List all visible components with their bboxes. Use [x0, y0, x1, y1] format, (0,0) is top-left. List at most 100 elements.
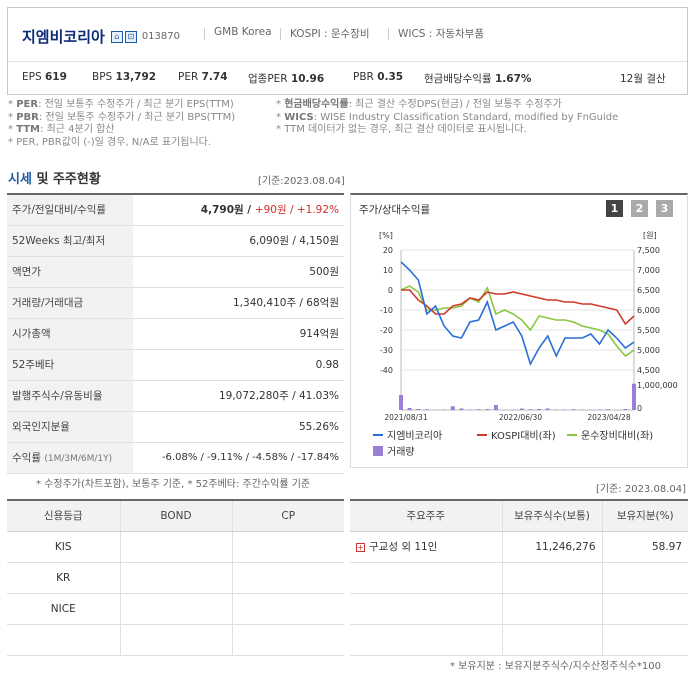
right-tick-label: 7,000 [637, 266, 660, 275]
chart-page-3-button[interactable]: 3 [656, 200, 673, 217]
divider [204, 28, 205, 40]
right-tick-label: 6,500 [637, 286, 660, 295]
volume-bar [476, 409, 481, 410]
volume-bar [459, 408, 464, 410]
metric-per: PER 7.74 [178, 71, 228, 83]
table-row [7, 624, 344, 656]
report-icon[interactable]: ⊡ [124, 30, 137, 43]
shareholders-table: 주요주주 보유주식수(보통) 보유지분(%) + 구교성 외 11인 11,246… [350, 499, 688, 656]
metric-industry-per: 업종PER 10.96 [248, 73, 325, 85]
left-tick-label: -20 [380, 326, 393, 335]
company-title-row: 지엠비코리아 ⌂ ⊡ 013870 [22, 26, 180, 47]
table-row: KIS [7, 531, 344, 563]
note-line: * PER: 전일 보통주 수정주가 / 최근 분기 EPS(TTM) [8, 99, 234, 110]
volume-tick-label: 0 [637, 404, 642, 413]
left-tick-label: 0 [388, 286, 393, 295]
metric-pbr: PBR 0.35 [353, 71, 404, 83]
volume-bar [562, 409, 567, 410]
table-row: 주가/전일대비/수익률 4,790원 / +90원 / +1.92% [7, 194, 344, 226]
x-tick-label: 2022/06/30 [499, 413, 542, 422]
table-row: 52Weeks 최고/최저 6,090원 / 4,150원 [7, 225, 344, 257]
volume-bar [399, 395, 403, 410]
legend-label: KOSPI대비(좌) [491, 430, 556, 442]
table-row [350, 593, 688, 625]
volume-bar [468, 409, 473, 410]
home-icon[interactable]: ⌂ [110, 30, 123, 43]
wics-sector: WICS : 자동차부품 [398, 28, 484, 40]
metric-dividend-yield: 현금배당수익률 1.67% [424, 73, 532, 85]
returns-value: -6.08% / -9.11% / -4.58% / -17.84% [133, 442, 344, 474]
table-row: 액면가 500원 [7, 256, 344, 288]
volume-bar [632, 383, 636, 410]
price-chart: [%] [원] 20 10 0 -10 -20 -30 -40 7,500 7,000 6,500 6,… [373, 231, 678, 458]
settlement-month: 12월 결산 [620, 73, 666, 85]
legend-label: 운수장비대비(좌) [581, 430, 653, 442]
left-tick-label: -30 [380, 346, 393, 355]
company-header: 지엠비코리아 ⌂ ⊡ 013870 GMB Korea KOSPI : 운수장비… [7, 7, 688, 95]
price-chart-panel: 주가/상대수익률 1 2 3 [%] [원] 20 10 0 -10 -20 -30 -40 7,… [350, 193, 688, 468]
left-tick-label: -10 [380, 306, 393, 315]
company-name: 지엠비코리아 [22, 28, 105, 46]
volume-bar [597, 409, 602, 410]
market-footnote: * 수정주가(차트포함), 보통주 기준, * 52주베타: 주간수익률 기준 [36, 479, 311, 490]
volume-bar [450, 406, 455, 410]
credit-base-date: [기준: 2023.08.04] [596, 484, 687, 495]
volume-bar [571, 409, 576, 410]
right-tick-label: 5,000 [637, 346, 660, 355]
legend-label: 거래량 [387, 446, 415, 458]
note-line: * TTM: 최근 4분기 합산 [8, 124, 115, 135]
holders-footnote: * 보유지분 : 보유지분주식수/지수산정주식수*100 [450, 661, 661, 672]
volume-bar [528, 409, 533, 410]
volume-bar [442, 409, 447, 410]
table-row: 발행주식수/유동비율 19,072,280주 / 41.03% [7, 380, 344, 412]
chart-title: 주가/상대수익률 [359, 204, 431, 216]
legend-label: 지엠비코리아 [387, 430, 442, 442]
volume-bar [407, 408, 412, 410]
left-tick-label: -40 [380, 366, 393, 375]
x-tick-label: 2023/04/28 [587, 413, 630, 422]
transport-relative-line [400, 285, 635, 358]
table-header: 신용등급 BOND CP [7, 500, 344, 532]
metric-bps: BPS 13,792 [92, 71, 157, 83]
divider [388, 28, 389, 40]
notes-right: * 현금배당수익률: 최근 결산 수정DPS(현금) / 전일 보통주 수정주가… [276, 99, 618, 137]
company-english-name: GMB Korea [214, 26, 272, 38]
table-header: 주요주주 보유주식수(보통) 보유지분(%) [350, 500, 688, 532]
table-row: 시가총액 914억원 [7, 318, 344, 350]
metric-eps: EPS 619 [22, 71, 67, 83]
volume-bar [537, 409, 542, 410]
volume-bar [554, 409, 559, 410]
volume-bar [424, 409, 429, 410]
volume-bar [580, 409, 585, 410]
left-tick-label: 20 [383, 246, 393, 255]
table-row [350, 624, 688, 656]
note-line: * PBR: 전일 보통주 수정주가 / 최근 분기 BPS(TTM) [8, 111, 236, 123]
price-value: 4,790원 / +90원 / +1.92% [133, 194, 344, 226]
volume-bar [606, 409, 611, 410]
volume-tick-label: 1,000,000 [637, 381, 678, 390]
x-tick-label: 2021/08/31 [384, 413, 427, 422]
expand-icon[interactable]: + [356, 542, 365, 552]
note-line: * 현금배당수익률: 최근 결산 수정DPS(현금) / 전일 보통주 수정주가 [276, 99, 562, 110]
stock-code: 013870 [141, 31, 180, 42]
volume-bar [493, 405, 498, 410]
volume-bar [545, 408, 550, 410]
note-line: * TTM 데이터가 없는 경우, 최근 결산 데이터로 표시됩니다. [276, 124, 527, 135]
chart-page-1-button[interactable]: 1 [606, 200, 623, 217]
credit-table: 신용등급 BOND CP KIS KR NICE [7, 499, 344, 656]
divider [280, 28, 281, 40]
volume-bar [519, 408, 524, 410]
row-label: 주가/전일대비/수익률 [7, 194, 133, 226]
table-row: + 구교성 외 11인 11,246,276 58.97 [350, 531, 688, 563]
table-row: 외국인지분율 55.26% [7, 411, 344, 443]
table-row: KR [7, 562, 344, 594]
chart-page-2-button[interactable]: 2 [631, 200, 648, 217]
table-row: NICE [7, 593, 344, 625]
notes-left: * PER: 전일 보통주 수정주가 / 최근 분기 EPS(TTM) * PB… [8, 99, 235, 149]
right-tick-label: 5,500 [637, 326, 660, 335]
volume-bar [623, 409, 628, 410]
left-axis-unit: [%] [379, 231, 393, 240]
legend-swatch [373, 446, 383, 456]
table-row [350, 562, 688, 594]
market-sector: KOSPI : 운수장비 [290, 28, 370, 40]
